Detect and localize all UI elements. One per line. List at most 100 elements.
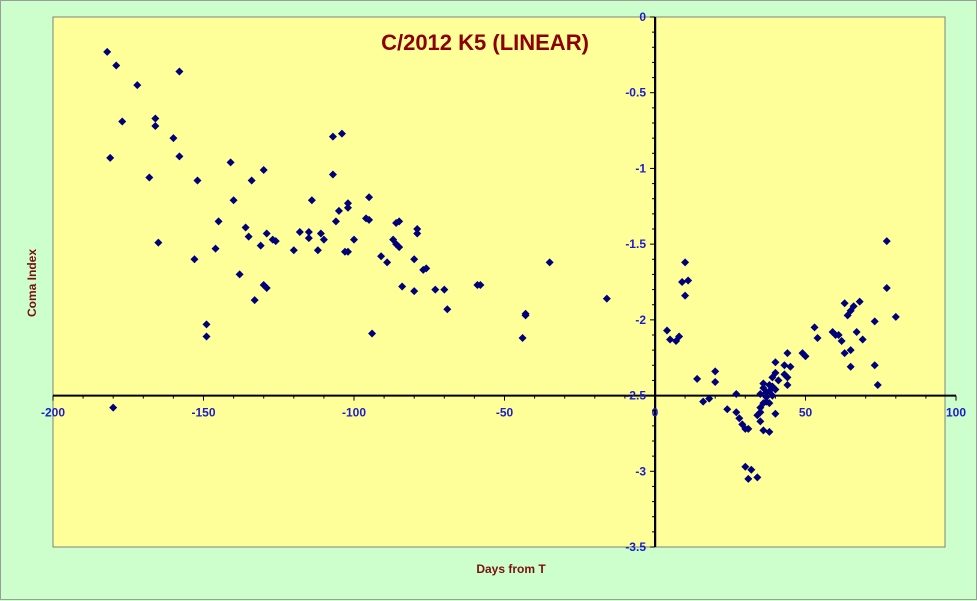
data-point <box>518 334 527 343</box>
data-point <box>774 376 783 385</box>
data-point <box>711 367 720 376</box>
data-point <box>744 474 753 483</box>
data-point <box>350 235 358 244</box>
y-tick-label: -1 <box>635 161 646 175</box>
data-point <box>765 427 774 436</box>
data-point <box>768 391 777 400</box>
data-point <box>133 81 142 90</box>
data-point <box>849 302 858 311</box>
data-point <box>262 229 271 238</box>
data-point <box>106 153 115 162</box>
data-point <box>711 377 720 386</box>
data-point <box>211 244 220 253</box>
data-point <box>145 173 154 182</box>
data-point <box>256 241 265 250</box>
data-point <box>693 374 702 383</box>
data-point <box>858 335 867 344</box>
data-point <box>368 329 377 338</box>
data-point <box>328 132 337 141</box>
data-point <box>202 320 211 329</box>
data-point <box>684 276 693 285</box>
data-point <box>431 285 440 294</box>
data-point <box>214 217 223 226</box>
data-point <box>395 217 404 226</box>
data-point <box>410 255 419 264</box>
data-point <box>765 399 774 408</box>
data-point <box>681 291 690 300</box>
data-point <box>771 409 780 418</box>
y-tick-label: 0 <box>639 10 646 24</box>
data-point <box>337 129 346 138</box>
x-tick-label: 100 <box>946 406 966 420</box>
data-point <box>846 362 855 371</box>
data-point <box>699 397 708 406</box>
data-point <box>118 117 127 126</box>
data-point <box>334 206 343 215</box>
data-point <box>175 67 184 76</box>
data-point <box>810 323 819 332</box>
data-point <box>891 312 900 321</box>
data-point <box>112 61 121 70</box>
x-tick-label: -50 <box>496 406 514 420</box>
data-point <box>229 196 238 205</box>
data-point <box>413 225 422 233</box>
data-point <box>521 311 530 320</box>
data-point <box>545 258 554 267</box>
data-point <box>244 232 253 241</box>
data-point <box>678 278 687 286</box>
data-point <box>663 326 672 335</box>
data-point <box>398 282 407 291</box>
data-point <box>873 380 882 389</box>
data-point <box>840 349 849 358</box>
data-point <box>202 332 211 341</box>
data-point <box>756 408 765 417</box>
x-tick-label: -200 <box>41 406 65 420</box>
data-point <box>316 229 325 238</box>
data-point <box>395 243 404 252</box>
data-point <box>235 270 244 279</box>
data-point <box>732 408 741 417</box>
data-point <box>771 385 780 394</box>
data-point <box>443 305 452 314</box>
data-point <box>840 299 849 308</box>
data-point <box>705 394 714 403</box>
data-point <box>377 252 386 261</box>
data-point <box>304 228 313 237</box>
data-point <box>771 368 780 377</box>
data-point <box>365 193 374 202</box>
data-point <box>154 238 163 247</box>
data-point <box>289 246 298 255</box>
data-point <box>410 287 419 296</box>
axes: -200 -150 -100 -50 0 50 100 0 -0.5 -1 -1.5 -2 -2.5 -3… <box>41 10 966 554</box>
x-tick-label: -100 <box>342 406 366 420</box>
y-tick-label: -3 <box>635 464 646 478</box>
data-point <box>313 246 322 255</box>
data-point <box>753 473 762 482</box>
data-point <box>759 426 768 435</box>
data-point <box>783 380 792 389</box>
data-point <box>759 379 768 388</box>
data-point <box>783 349 792 358</box>
data-point <box>741 462 750 471</box>
data-point <box>870 317 879 326</box>
y-tick-label: -0.5 <box>625 86 646 100</box>
data-point <box>681 258 690 267</box>
data-point <box>602 294 611 303</box>
data-point <box>331 217 340 226</box>
x-tick-label: -150 <box>191 406 215 420</box>
data-point <box>882 284 891 293</box>
data-point <box>422 264 431 273</box>
data-point <box>882 237 891 246</box>
data-point <box>328 170 337 179</box>
data-point <box>801 352 810 361</box>
x-tick-label: 0 <box>652 406 659 420</box>
data-point <box>271 237 280 246</box>
chart-title: C/2012 K5 (LINEAR) <box>381 30 589 55</box>
data-point <box>771 358 780 367</box>
data-point <box>666 335 675 344</box>
data-point <box>735 414 744 423</box>
data-point <box>855 297 864 306</box>
data-point <box>675 332 684 341</box>
